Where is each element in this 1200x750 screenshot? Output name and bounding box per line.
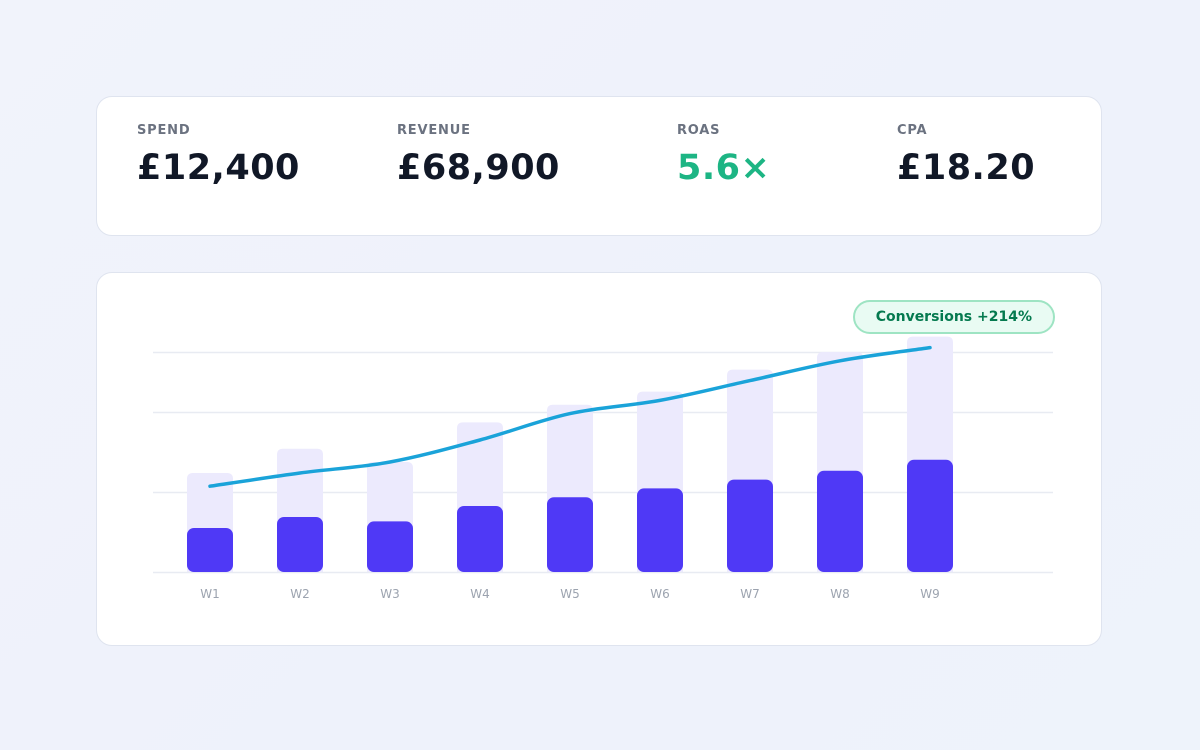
x-tick-label: W2 [290,587,310,601]
kpi-spend: SPEND £12,400 [137,123,300,189]
kpi-label: ROAS [677,123,721,138]
kpi-value: 5.6× [677,148,771,188]
x-tick-label: W9 [920,587,940,601]
chart-card: W1 W2 W3 W4 W5 W6 W7 W8 W9 Conversions +214% [96,272,1102,646]
x-tick-label: W5 [560,587,580,601]
x-tick-label: W7 [740,587,760,601]
bar [907,459,953,572]
kpi-cpa: CPA £18.20 [897,123,1035,189]
x-tick-label: W3 [380,587,400,601]
x-tick-label: W8 [830,587,850,601]
conversions-line [208,345,932,488]
bar [817,470,863,572]
bar [187,528,233,572]
bar [277,517,323,572]
kpi-label: SPEND [137,123,191,138]
bar [457,506,503,572]
bar [547,497,593,572]
kpi-label: REVENUE [397,123,471,138]
kpi-label: CPA [897,123,928,138]
weekly-chart: W1 W2 W3 W4 W5 W6 W7 W8 W9 [153,336,1053,601]
kpi-value: £68,900 [397,148,560,188]
x-tick-label: W4 [470,587,490,601]
kpi-value: £12,400 [137,148,300,188]
kpi-value: £18.20 [897,148,1036,188]
x-tick-label: W6 [650,587,670,601]
bar [727,479,773,572]
x-tick-label: W1 [200,587,220,601]
bar [367,521,413,572]
kpi-revenue: REVENUE £68,900 [397,123,560,189]
conversions-badge: Conversions +214% [852,300,1055,334]
bar [637,488,683,572]
kpi-roas: ROAS 5.6× [677,123,770,189]
kpi-card: SPEND £12,400 REVENUE £68,900 ROAS 5.6× … [96,96,1102,236]
